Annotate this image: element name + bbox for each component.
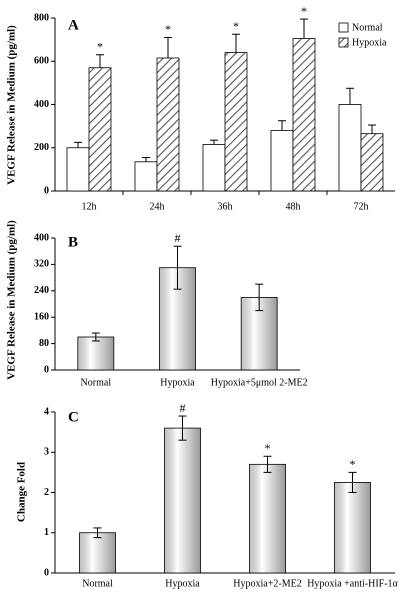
bar	[270, 130, 294, 192]
y-tick-label: 600	[34, 56, 49, 67]
legend-swatch	[338, 22, 349, 33]
bar	[338, 104, 362, 192]
y-tick-label: 0	[44, 364, 49, 375]
x-tick-label: Hypoxia +anti-HIF-1α	[307, 578, 398, 589]
x-tick-label: 12h	[82, 201, 97, 212]
significance-marker: *	[233, 19, 239, 33]
legend-label: Hypoxia	[352, 37, 387, 48]
y-tick-label: 1	[44, 527, 49, 538]
x-tick-label: 24h	[150, 201, 165, 212]
x-tick-label: Hypoxia+5μmol 2-ME2	[211, 377, 308, 388]
legend-swatch	[338, 37, 349, 48]
y-tick-label: 80	[39, 338, 49, 349]
significance-marker: *	[350, 457, 356, 471]
significance-marker: *	[301, 4, 307, 18]
y-axis-label: Change Fold	[16, 462, 28, 522]
y-tick-label: 0	[44, 185, 49, 196]
significance-marker: *	[165, 22, 171, 36]
x-tick-label: Hypoxia+2-ME2	[233, 578, 301, 589]
bar	[292, 38, 316, 192]
x-tick-label: Normal	[81, 377, 112, 388]
bar	[202, 144, 226, 192]
y-axis-label: VEGF Release in Medium (pg/ml)	[6, 220, 18, 380]
y-tick-label: 400	[34, 99, 49, 110]
x-tick-label: Hypoxia	[160, 377, 195, 388]
y-tick-label: 400	[34, 232, 49, 243]
y-tick-label: 2	[44, 487, 49, 498]
bar	[156, 57, 180, 192]
bar	[79, 532, 116, 574]
y-tick-label: 3	[44, 447, 49, 458]
y-tick-label: 0	[44, 567, 49, 578]
x-tick-label: Normal	[82, 578, 113, 589]
bar	[360, 133, 384, 192]
x-tick-label: Hypoxia	[165, 578, 200, 589]
significance-marker: #	[180, 401, 186, 415]
bar	[77, 336, 115, 371]
bar	[164, 427, 201, 574]
x-tick-label: 48h	[286, 201, 301, 212]
bar	[134, 161, 158, 192]
bar	[224, 52, 248, 192]
bar	[249, 463, 286, 574]
bar	[66, 147, 90, 192]
bar	[334, 482, 371, 574]
y-axis-label: VEGF Release in Medium (pg/ml)	[6, 25, 18, 185]
bar	[88, 67, 112, 192]
significance-marker: #	[175, 231, 181, 245]
x-tick-label: 36h	[218, 201, 233, 212]
significance-marker: *	[265, 441, 271, 455]
y-tick-label: 240	[34, 285, 49, 296]
y-tick-label: 800	[34, 12, 49, 23]
panel-label: C	[68, 409, 79, 425]
x-tick-label: 72h	[354, 201, 369, 212]
panel-label: A	[68, 17, 79, 33]
panel-label: B	[68, 234, 78, 250]
y-tick-label: 320	[34, 259, 49, 270]
significance-marker: *	[97, 40, 103, 54]
y-tick-label: 200	[34, 142, 49, 153]
y-tick-label: 160	[34, 311, 49, 322]
legend-label: Normal	[352, 22, 383, 33]
y-tick-label: 4	[44, 406, 49, 417]
